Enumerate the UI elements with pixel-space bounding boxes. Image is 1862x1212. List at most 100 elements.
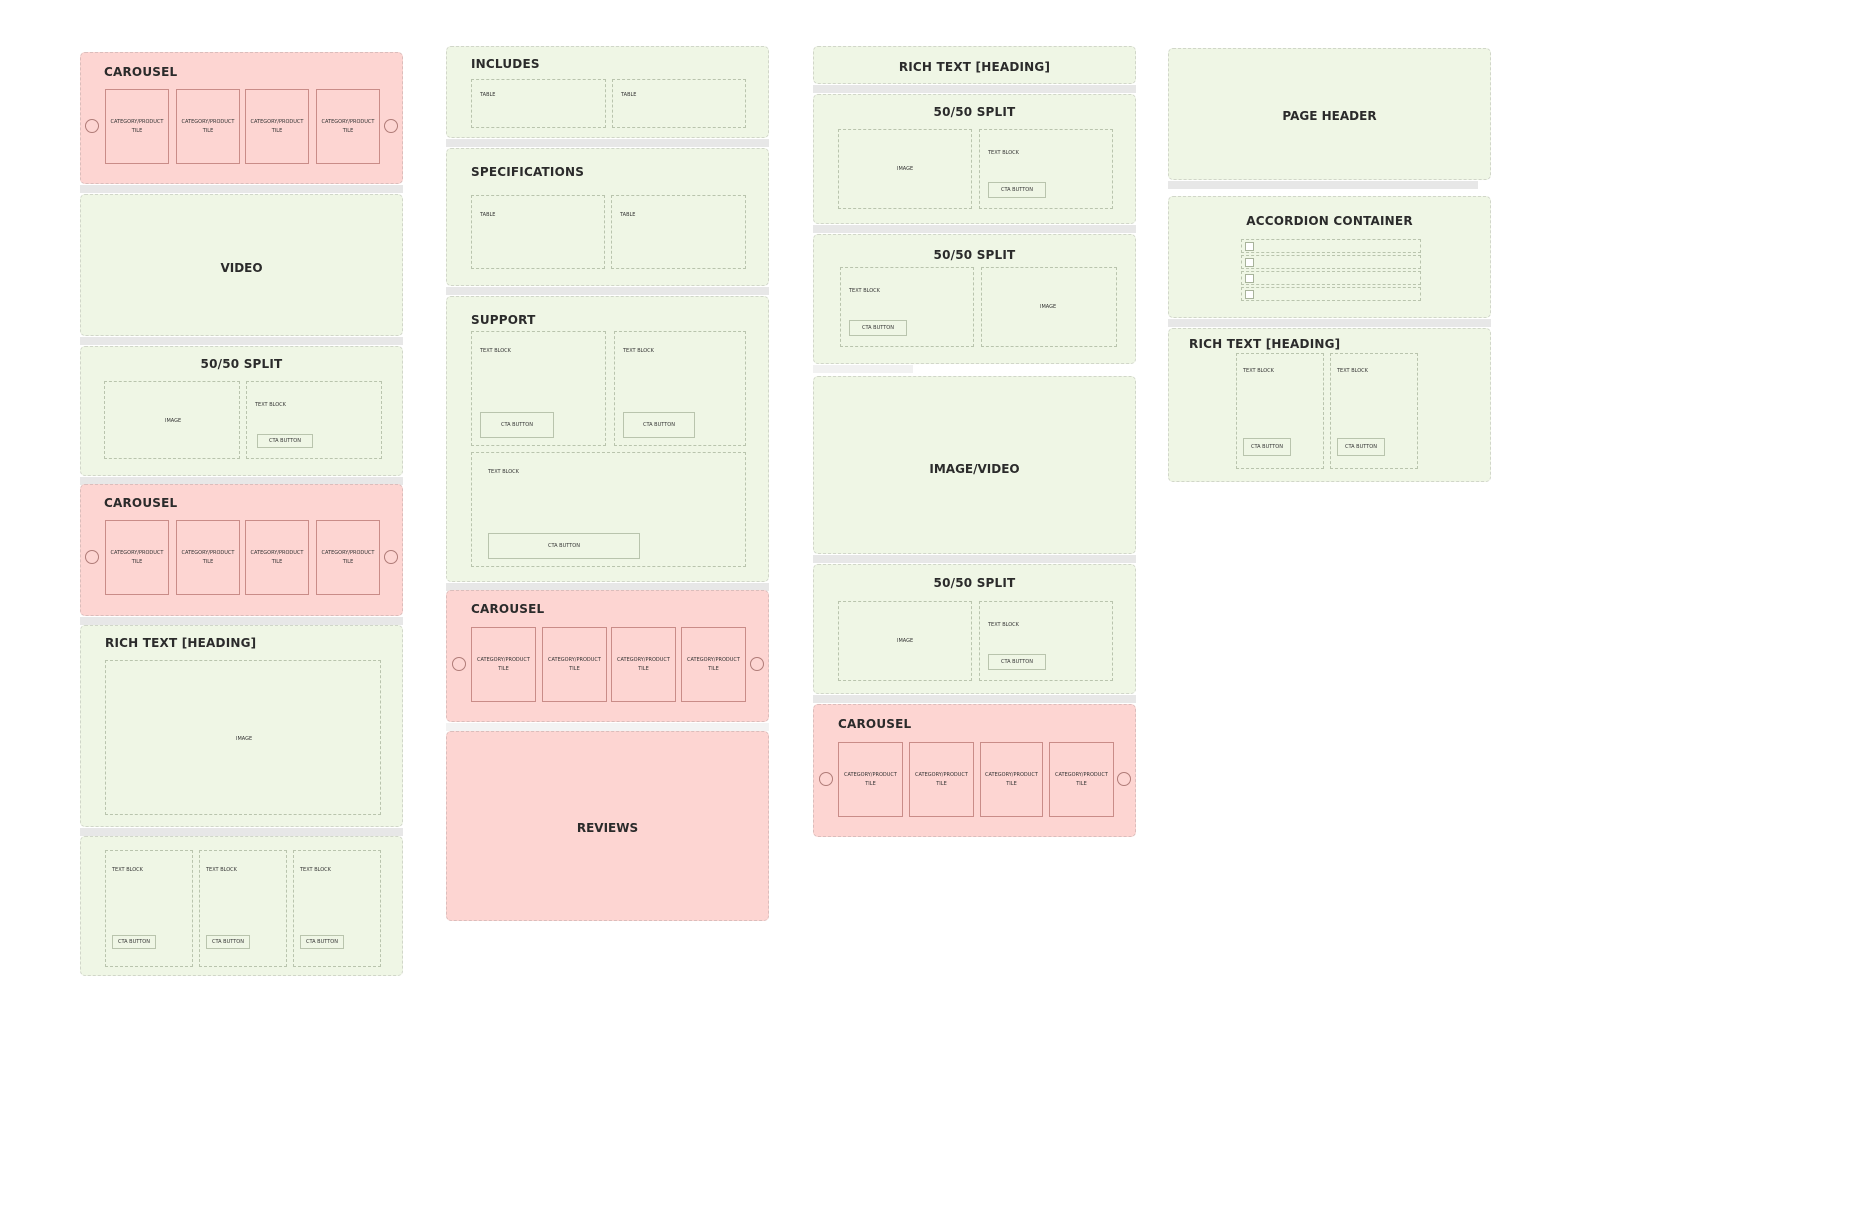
cta-button[interactable]: CTA BUTTON xyxy=(623,412,695,438)
carousel-section[interactable]: CAROUSEL CATEGORY/PRODUCT TILE CATEGORY/… xyxy=(813,704,1136,837)
checkbox-icon[interactable] xyxy=(1245,274,1254,283)
carousel-tile[interactable]: CATEGORY/PRODUCT TILE xyxy=(611,627,676,702)
carousel-section[interactable]: CAROUSEL CATEGORY/PRODUCT TILE CATEGORY/… xyxy=(80,52,403,184)
carousel-prev-icon[interactable] xyxy=(85,119,99,133)
split-section[interactable]: 50/50 SPLIT IMAGE TEXT BLOCK CTA BUTTON xyxy=(813,564,1136,694)
reviews-section[interactable]: REVIEWS xyxy=(446,731,769,921)
includes-section[interactable]: INCLUDES TABLE TABLE xyxy=(446,46,769,138)
carousel-next-icon[interactable] xyxy=(384,550,398,564)
carousel-tile[interactable]: CATEGORY/PRODUCT TILE xyxy=(980,742,1043,817)
split-section[interactable]: 50/50 SPLIT IMAGE TEXT BLOCK CTA BUTTON xyxy=(80,346,403,476)
text-block-label: TEXT BLOCK xyxy=(300,867,331,873)
table-placeholder: TABLE xyxy=(471,195,605,269)
text-block-label: TEXT BLOCK xyxy=(112,867,143,873)
text-block: TEXT BLOCK CTA BUTTON xyxy=(1236,353,1324,469)
carousel-tile[interactable]: CATEGORY/PRODUCT TILE xyxy=(316,520,380,595)
carousel-section[interactable]: CAROUSEL CATEGORY/PRODUCT TILE CATEGORY/… xyxy=(446,590,769,722)
cta-button[interactable]: CTA BUTTON xyxy=(257,434,313,448)
carousel-tile[interactable]: CATEGORY/PRODUCT TILE xyxy=(681,627,746,702)
section-separator xyxy=(1168,181,1478,189)
section-title: REVIEWS xyxy=(576,821,639,835)
specifications-section[interactable]: SPECIFICATIONS TABLE TABLE xyxy=(446,148,769,286)
text-blocks-section[interactable]: TEXT BLOCK CTA BUTTON TEXT BLOCK CTA BUT… xyxy=(80,836,403,976)
accordion-item[interactable] xyxy=(1241,287,1421,301)
section-title: CAROUSEL xyxy=(471,602,545,616)
page-header-section[interactable]: PAGE HEADER xyxy=(1168,48,1491,180)
carousel-prev-icon[interactable] xyxy=(452,657,466,671)
carousel-tile[interactable]: CATEGORY/PRODUCT TILE xyxy=(245,520,309,595)
cta-button[interactable]: CTA BUTTON xyxy=(1243,438,1291,456)
text-block-label: TEXT BLOCK xyxy=(988,150,1019,156)
carousel-tile[interactable]: CATEGORY/PRODUCT TILE xyxy=(542,627,607,702)
image-video-section[interactable]: IMAGE/VIDEO xyxy=(813,376,1136,554)
image-placeholder: IMAGE xyxy=(838,601,972,681)
carousel-next-icon[interactable] xyxy=(750,657,764,671)
accordion-item[interactable] xyxy=(1241,239,1421,253)
text-block-label: TEXT BLOCK xyxy=(255,402,286,408)
carousel-tile[interactable]: CATEGORY/PRODUCT TILE xyxy=(838,742,903,817)
split-section[interactable]: 50/50 SPLIT TEXT BLOCK CTA BUTTON IMAGE xyxy=(813,234,1136,364)
rich-text-section[interactable]: RICH TEXT [HEADING] TEXT BLOCK CTA BUTTO… xyxy=(1168,328,1491,482)
cta-button[interactable]: CTA BUTTON xyxy=(488,533,640,559)
accordion-item[interactable] xyxy=(1241,271,1421,285)
carousel-tile[interactable]: CATEGORY/PRODUCT TILE xyxy=(176,520,240,595)
image-placeholder: IMAGE xyxy=(838,129,972,209)
cta-button[interactable]: CTA BUTTON xyxy=(988,182,1046,198)
carousel-tile[interactable]: CATEGORY/PRODUCT TILE xyxy=(316,89,380,164)
placeholder-label: TABLE xyxy=(480,92,496,98)
cta-button[interactable]: CTA BUTTON xyxy=(988,654,1046,670)
carousel-next-icon[interactable] xyxy=(384,119,398,133)
cta-button[interactable]: CTA BUTTON xyxy=(480,412,554,438)
accordion-item[interactable] xyxy=(1241,255,1421,269)
section-separator xyxy=(446,287,769,295)
section-separator xyxy=(446,723,769,731)
carousel-tile[interactable]: CATEGORY/PRODUCT TILE xyxy=(245,89,309,164)
carousel-tile[interactable]: CATEGORY/PRODUCT TILE xyxy=(909,742,974,817)
checkbox-icon[interactable] xyxy=(1245,258,1254,267)
section-title: RICH TEXT [HEADING] xyxy=(898,60,1051,74)
section-title: CAROUSEL xyxy=(104,65,178,79)
carousel-prev-icon[interactable] xyxy=(819,772,833,786)
section-title: 50/50 SPLIT xyxy=(200,357,283,371)
text-block-label: TEXT BLOCK xyxy=(1337,368,1368,374)
text-block: TEXT BLOCK CTA BUTTON xyxy=(979,601,1113,681)
support-section[interactable]: SUPPORT TEXT BLOCK CTA BUTTON TEXT BLOCK… xyxy=(446,296,769,582)
carousel-section[interactable]: CAROUSEL CATEGORY/PRODUCT TILE CATEGORY/… xyxy=(80,484,403,616)
video-section[interactable]: VIDEO xyxy=(80,194,403,336)
cta-button[interactable]: CTA BUTTON xyxy=(206,935,250,949)
section-title: 50/50 SPLIT xyxy=(933,576,1016,590)
cta-button[interactable]: CTA BUTTON xyxy=(849,320,907,336)
cta-button[interactable]: CTA BUTTON xyxy=(1337,438,1385,456)
section-title: IMAGE/VIDEO xyxy=(929,462,1020,476)
cta-button[interactable]: CTA BUTTON xyxy=(112,935,156,949)
placeholder-label: IMAGE xyxy=(897,638,914,644)
text-block: TEXT BLOCK CTA BUTTON xyxy=(979,129,1113,209)
cta-button[interactable]: CTA BUTTON xyxy=(300,935,344,949)
section-separator xyxy=(813,695,1136,703)
section-title: CAROUSEL xyxy=(838,717,912,731)
carousel-tile[interactable]: CATEGORY/PRODUCT TILE xyxy=(471,627,536,702)
placeholder-label: IMAGE xyxy=(897,166,914,172)
checkbox-icon[interactable] xyxy=(1245,242,1254,251)
carousel-tile[interactable]: CATEGORY/PRODUCT TILE xyxy=(105,89,169,164)
rich-text-section[interactable]: RICH TEXT [HEADING] IMAGE xyxy=(80,625,403,827)
section-separator xyxy=(80,828,403,836)
rich-text-section[interactable]: RICH TEXT [HEADING] xyxy=(813,46,1136,84)
text-block: TEXT BLOCK CTA BUTTON xyxy=(199,850,287,967)
accordion-section[interactable]: ACCORDION CONTAINER xyxy=(1168,196,1491,318)
carousel-prev-icon[interactable] xyxy=(85,550,99,564)
carousel-tile[interactable]: CATEGORY/PRODUCT TILE xyxy=(105,520,169,595)
checkbox-icon[interactable] xyxy=(1245,290,1254,299)
split-section[interactable]: 50/50 SPLIT IMAGE TEXT BLOCK CTA BUTTON xyxy=(813,94,1136,224)
section-title: VIDEO xyxy=(220,261,263,275)
table-placeholder: TABLE xyxy=(471,79,606,128)
section-title: 50/50 SPLIT xyxy=(933,248,1016,262)
placeholder-label: IMAGE xyxy=(236,736,253,742)
text-block: TEXT BLOCK CTA BUTTON xyxy=(105,850,193,967)
carousel-next-icon[interactable] xyxy=(1117,772,1131,786)
placeholder-label: TABLE xyxy=(621,92,637,98)
section-title: SUPPORT xyxy=(471,313,536,327)
carousel-tile[interactable]: CATEGORY/PRODUCT TILE xyxy=(176,89,240,164)
section-title: INCLUDES xyxy=(471,57,540,71)
carousel-tile[interactable]: CATEGORY/PRODUCT TILE xyxy=(1049,742,1114,817)
